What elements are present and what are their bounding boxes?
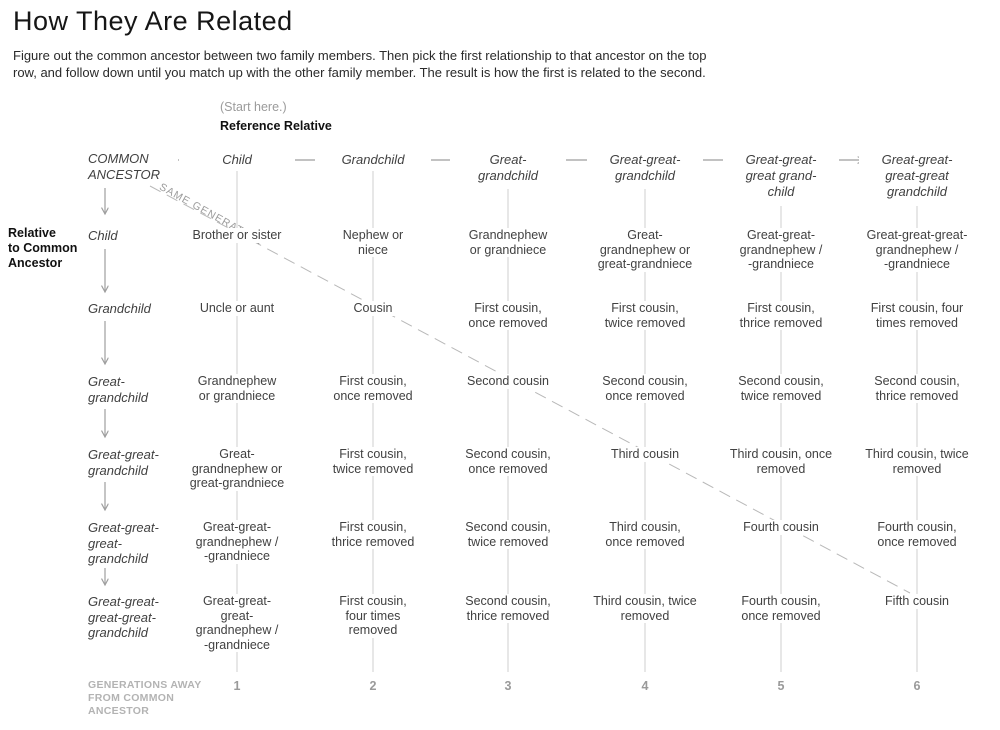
cell-r2-c2: Cousin: [305, 301, 441, 316]
bottom-axis-title: GENERATIONS AWAY FROM COMMON ANCESTOR: [88, 679, 202, 717]
col-header-1: Child: [179, 152, 295, 168]
same-generation-dashed-line: [149, 185, 911, 594]
cell-r1-c5: Great-great- grandnephew / -grandniece: [713, 228, 849, 272]
cell-r4-c2: First cousin, twice removed: [305, 447, 441, 476]
row-header-3: Great- grandchild: [88, 374, 170, 405]
row-header-2: Grandchild: [88, 301, 170, 317]
col-header-3: Great- grandchild: [450, 152, 566, 184]
row-header-4: Great-great- grandchild: [88, 447, 170, 478]
cell-r3-c2: First cousin, once removed: [305, 374, 441, 403]
cell-r4-c1: Great- grandnephew or great-grandniece: [169, 447, 305, 491]
cell-r3-c3: Second cousin: [440, 374, 576, 389]
generation-number-2: 2: [369, 679, 377, 693]
cell-r6-c6: Fifth cousin: [849, 594, 985, 609]
cell-r1-c1: Brother or sister: [169, 228, 305, 243]
col-header-2: Grandchild: [315, 152, 431, 168]
col-header-4: Great-great- grandchild: [587, 152, 703, 184]
cell-r5-c5: Fourth cousin: [713, 520, 849, 535]
cell-r1-c4: Great- grandnephew or great-grandniece: [577, 228, 713, 272]
cell-r4-c5: Third cousin, once removed: [713, 447, 849, 476]
generation-number-6: 6: [913, 679, 921, 693]
cell-r6-c3: Second cousin, thrice removed: [440, 594, 576, 623]
cell-r2-c4: First cousin, twice removed: [577, 301, 713, 330]
cell-r5-c3: Second cousin, twice removed: [440, 520, 576, 549]
common-ancestor-label: COMMON ANCESTOR: [88, 151, 178, 183]
description-text: Figure out the common ancestor between t…: [13, 48, 707, 80]
row-header-6: Great-great- great-great- grandchild: [88, 594, 170, 641]
cell-r3-c1: Grandnephew or grandniece: [169, 374, 305, 403]
page-title: How They Are Related: [13, 6, 293, 36]
cell-r5-c6: Fourth cousin, once removed: [849, 520, 985, 549]
cell-r4-c6: Third cousin, twice removed: [849, 447, 985, 476]
cell-r5-c4: Third cousin, once removed: [577, 520, 713, 549]
cell-r4-c3: Second cousin, once removed: [440, 447, 576, 476]
cell-r1-c2: Nephew or niece: [305, 228, 441, 257]
cell-r2-c5: First cousin, thrice removed: [713, 301, 849, 330]
cell-r4-c4: Third cousin: [577, 447, 713, 462]
cell-r1-c3: Grandnephew or grandniece: [440, 228, 576, 257]
cell-r2-c1: Uncle or aunt: [169, 301, 305, 316]
cell-r5-c1: Great-great- grandnephew / -grandniece: [169, 520, 305, 564]
left-axis-title: Relative to Common Ancestor: [8, 226, 78, 270]
generation-number-4: 4: [641, 679, 649, 693]
cell-r6-c4: Third cousin, twice removed: [577, 594, 713, 623]
cell-r6-c1: Great-great- great- grandnephew / -grand…: [169, 594, 305, 652]
generation-number-3: 3: [504, 679, 512, 693]
row-header-5: Great-great- great- grandchild: [88, 520, 170, 567]
row-header-1: Child: [88, 228, 170, 244]
generation-number-1: 1: [233, 679, 241, 693]
cell-r2-c3: First cousin, once removed: [440, 301, 576, 330]
col-header-5: Great-great- great grand- child: [723, 152, 839, 200]
cell-r6-c5: Fourth cousin, once removed: [713, 594, 849, 623]
cell-r3-c5: Second cousin, twice removed: [713, 374, 849, 403]
cell-r5-c2: First cousin, thrice removed: [305, 520, 441, 549]
cell-r6-c2: First cousin, four times removed: [305, 594, 441, 638]
top-axis-title: Reference Relative: [220, 119, 332, 133]
cell-r1-c6: Great-great-great- grandnephew / -grandn…: [849, 228, 985, 272]
col-header-6: Great-great- great-great grandchild: [859, 152, 975, 200]
generation-number-5: 5: [777, 679, 785, 693]
cell-r3-c4: Second cousin, once removed: [577, 374, 713, 403]
cell-r3-c6: Second cousin, thrice removed: [849, 374, 985, 403]
start-here-note: (Start here.): [220, 100, 287, 114]
cell-r2-c6: First cousin, four times removed: [849, 301, 985, 330]
